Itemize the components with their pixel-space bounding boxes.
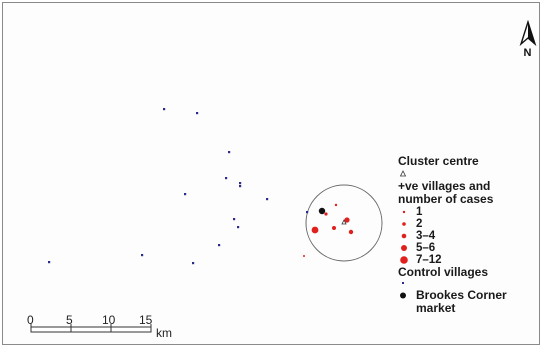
- scale-bar: 0 5 10 15 km: [27, 313, 188, 343]
- control-village-14: [48, 261, 51, 264]
- scale-tick-10: 10: [102, 313, 116, 327]
- case-village-7: [324, 212, 328, 216]
- control-village-2: [196, 112, 199, 115]
- legend-case-class-row: 3–4: [398, 230, 538, 242]
- scale-tick-0: 0: [27, 313, 34, 327]
- legend-case-class-symbol: [398, 242, 412, 255]
- control-village-7: [184, 193, 187, 196]
- legend-case-class-symbol: [398, 206, 412, 219]
- case-village-5: [348, 229, 354, 235]
- control-village-10: [237, 226, 240, 229]
- case-villages-layer: [303, 203, 354, 257]
- map-frame: [2, 2, 540, 345]
- control-village-11: [218, 244, 221, 247]
- legend-positive-villages-line1: +ve villages and: [398, 179, 491, 193]
- legend-control-village-symbol: [398, 279, 538, 289]
- scale-tick-15: 15: [139, 313, 153, 327]
- control-village-8: [266, 198, 269, 201]
- brookes-corner-market-marker: [318, 207, 326, 215]
- map-legend: Cluster centre +ve villages and number o…: [398, 155, 538, 315]
- legend-case-class-label: 5–6: [416, 242, 436, 254]
- legend-case-class-label: 3–4: [416, 230, 436, 242]
- control-village-15: [306, 211, 309, 214]
- legend-case-class-symbol: [398, 218, 412, 231]
- legend-cluster-centre-symbol: [398, 168, 538, 180]
- control-village-9: [233, 218, 236, 221]
- legend-market-line1: Brookes Corner: [416, 288, 507, 302]
- legend-case-class-symbol: [398, 254, 412, 267]
- case-village-6: [303, 255, 305, 257]
- control-village-3: [228, 151, 231, 154]
- legend-case-class-label: 2: [416, 218, 423, 230]
- control-village-6: [239, 185, 242, 188]
- legend-case-class-symbol: [398, 230, 412, 243]
- legend-case-class-row: 2: [398, 218, 538, 230]
- scale-unit: km: [156, 326, 172, 340]
- scale-tick-5: 5: [66, 313, 73, 327]
- case-village-3: [332, 226, 336, 230]
- cluster-circle: [305, 184, 383, 262]
- legend-positive-villages-line2: number of cases: [398, 192, 494, 206]
- legend-market-row-2: market: [398, 302, 538, 315]
- cluster-centre-marker: [341, 219, 347, 225]
- control-village-12: [141, 254, 144, 257]
- control-village-1: [163, 108, 166, 111]
- control-village-13: [192, 262, 195, 265]
- legend-case-class-row: 5–6: [398, 242, 538, 254]
- legend-cluster-centre-label: Cluster centre: [398, 154, 479, 168]
- control-villages-layer: [48, 108, 309, 265]
- legend-market-line2: market: [416, 301, 456, 315]
- legend-case-class-row: 7–12: [398, 254, 538, 266]
- legend-case-class-label: 7–12: [416, 254, 442, 266]
- case-village-4: [311, 226, 319, 234]
- legend-case-class-row: 1: [398, 206, 538, 218]
- legend-control-villages-label: Control villages: [398, 265, 489, 279]
- north-arrow-icon: N: [519, 19, 537, 59]
- legend-case-class-label: 1: [416, 206, 423, 218]
- north-label: N: [524, 47, 532, 59]
- scale-bar-graphic: [30, 324, 152, 333]
- control-village-4: [225, 177, 228, 180]
- case-village-2: [344, 217, 350, 223]
- case-village-1: [334, 203, 338, 207]
- control-village-5: [239, 182, 242, 185]
- legend-market-row: Brookes Corner: [398, 289, 538, 302]
